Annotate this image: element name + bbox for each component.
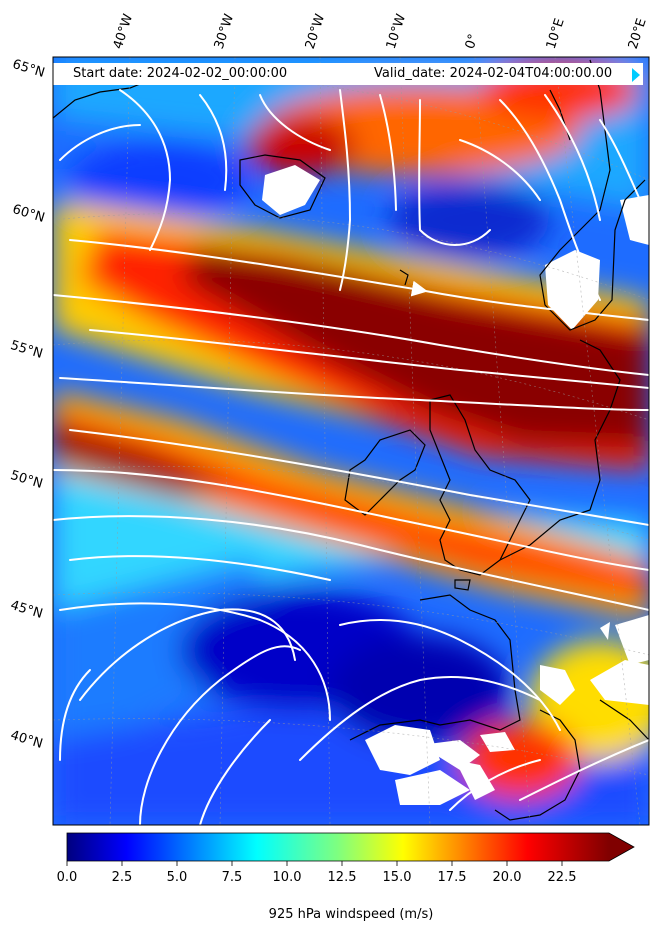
colorbar-tick-label: 20.0 xyxy=(492,870,522,885)
colorbar-tick-label: 17.5 xyxy=(437,870,467,885)
header-marker xyxy=(632,68,640,82)
colorbar-tick-label: 5.0 xyxy=(166,870,188,885)
colorbar-tick-label: 0.0 xyxy=(56,870,78,885)
colorbar-tick-label: 2.5 xyxy=(111,870,133,885)
map-frame xyxy=(52,56,650,826)
header-strip xyxy=(53,63,643,85)
colorbar-tick-label: 10.0 xyxy=(272,870,302,885)
colorbar-tick-label: 12.5 xyxy=(327,870,357,885)
windspeed-field xyxy=(53,57,649,825)
no-data-areas xyxy=(262,165,649,805)
colorbar xyxy=(66,832,635,866)
colorbar-title: 925 hPa windspeed (m/s) xyxy=(268,907,434,922)
streamlines xyxy=(53,89,649,825)
valid-date-label: Valid_date: 2024-02-04T04:00:00.00 xyxy=(374,66,613,81)
coastlines xyxy=(53,59,649,821)
colorbar-tick-label: 22.5 xyxy=(547,870,577,885)
colorbar-tick-label: 7.5 xyxy=(221,870,243,885)
start-date-label: Start date: 2024-02-02_00:00:00 xyxy=(73,66,288,81)
colorbar-tick-label: 15.0 xyxy=(382,870,412,885)
